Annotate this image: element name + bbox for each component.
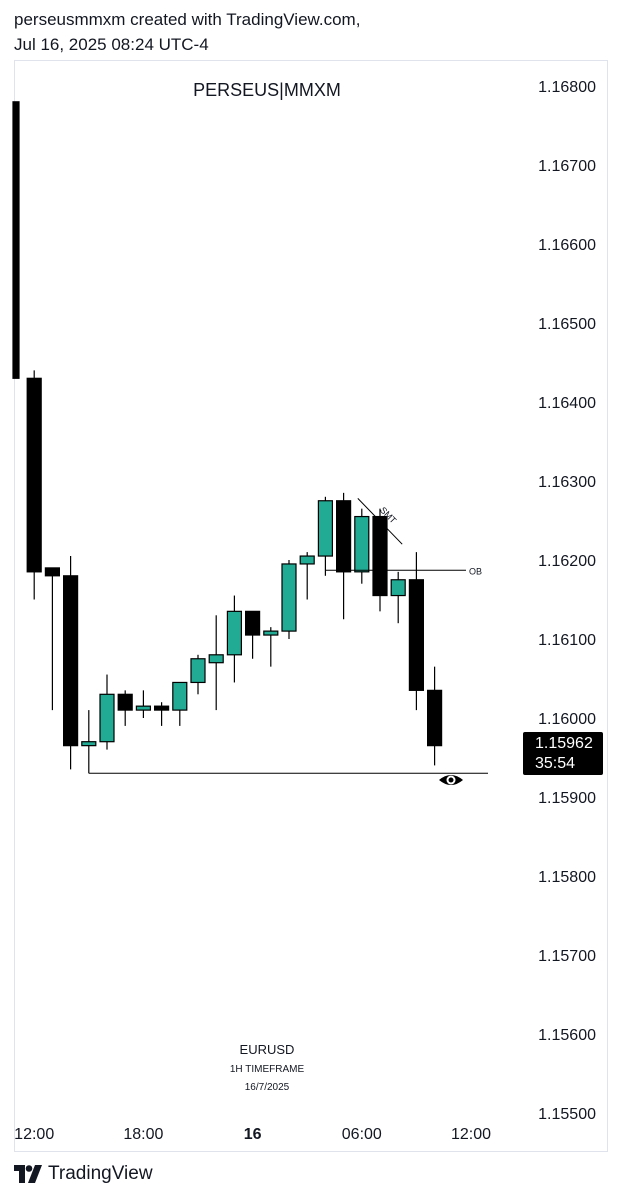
candle-body [226, 610, 242, 656]
candle-body [26, 377, 42, 573]
y-tick-label: 1.15500 [538, 1106, 596, 1123]
y-tick-label: 1.16600 [538, 237, 596, 254]
candle-body [81, 741, 97, 747]
x-tick-label: 12:00 [14, 1126, 54, 1143]
candle-body [44, 567, 61, 577]
candle-body [281, 563, 297, 632]
y-tick-label: 1.15900 [538, 790, 596, 807]
x-tick-label: 06:00 [342, 1126, 382, 1143]
candle [117, 690, 133, 726]
candle [263, 627, 279, 667]
candle-body [190, 658, 206, 684]
x-tick-label: 12:00 [451, 1126, 491, 1143]
candle [299, 552, 315, 600]
candle [172, 681, 188, 726]
chart-frame [14, 60, 608, 1152]
candle [336, 492, 352, 620]
ob-level-label: OB [469, 566, 482, 576]
candle [226, 595, 242, 683]
y-tick-label: 1.16500 [538, 316, 596, 333]
chart-watermark-timeframe: 1H TIMEFRAME [229, 1064, 305, 1075]
eye-icon[interactable] [439, 775, 463, 785]
y-tick-label: 1.16800 [538, 79, 596, 96]
candle-body [172, 681, 188, 711]
chart-watermark-title: PERSEUS|MMXM [193, 80, 341, 100]
candles-layer [12, 101, 443, 774]
candle [62, 556, 79, 770]
candle-body [117, 693, 133, 711]
y-tick-label: 1.16400 [538, 395, 596, 412]
last-price-badge: 1.15962 35:54 [523, 732, 603, 775]
header-date-line: Jul 16, 2025 08:24 UTC-4 [14, 35, 209, 54]
candle [245, 610, 261, 659]
y-tick-label: 1.16300 [538, 474, 596, 491]
header-author-line: perseusmmxm created with TradingView.com… [14, 10, 361, 29]
candle-body [317, 500, 333, 557]
chart-watermark-date: 16/7/2025 [244, 1082, 290, 1093]
candle [354, 508, 370, 584]
chart-watermark-symbol: EURUSD [239, 1042, 295, 1057]
candle [317, 496, 333, 576]
candle-body [99, 693, 115, 743]
candle [81, 710, 97, 774]
candle-body [135, 705, 151, 711]
footer: TradingView [14, 1163, 153, 1185]
candle-body [299, 555, 315, 565]
candle-body [427, 689, 443, 747]
candle-body [336, 500, 352, 573]
candle [190, 654, 206, 695]
x-axis: 12:00 18:00 16 06:00 12:00 [14, 1126, 491, 1143]
candle-body [390, 579, 406, 597]
candle [408, 552, 424, 711]
y-tick-label: 1.15600 [538, 1027, 596, 1044]
y-tick-label: 1.16700 [538, 158, 596, 175]
candle [208, 615, 224, 711]
candle [26, 370, 42, 600]
x-tick-label: 18:00 [123, 1126, 163, 1143]
y-axis: 1.16800 1.16700 1.16600 1.16500 1.16400 1.163… [538, 79, 596, 1123]
candle [154, 702, 170, 726]
candle-body [62, 575, 79, 747]
y-tick-label: 1.15800 [538, 869, 596, 886]
tradingview-logo-icon[interactable] [14, 1165, 42, 1183]
candle-body [208, 654, 224, 664]
candle [44, 567, 61, 711]
y-tick-label: 1.16200 [538, 553, 596, 570]
y-tick-label: 1.15700 [538, 948, 596, 965]
candle-body [408, 579, 424, 691]
candle-body [354, 515, 370, 573]
last-price-value: 1.15962 [535, 735, 593, 752]
y-tick-label: 1.16000 [538, 711, 596, 728]
candle [427, 666, 443, 766]
candle [12, 101, 20, 379]
candle-body [245, 610, 261, 636]
bar-countdown: 35:54 [535, 755, 576, 772]
candle-body [372, 515, 388, 597]
candle [135, 690, 151, 718]
candle-body [154, 705, 170, 711]
candle-body [263, 630, 279, 636]
candle [99, 674, 115, 750]
candle [281, 560, 297, 639]
smt-line[interactable] [357, 498, 403, 545]
candle-body [12, 101, 20, 379]
y-tick-label: 1.16100 [538, 632, 596, 649]
x-tick-label: 16 [244, 1126, 262, 1143]
footer-brand[interactable]: TradingView [48, 1163, 153, 1184]
candle [390, 571, 406, 624]
candle [372, 508, 388, 612]
